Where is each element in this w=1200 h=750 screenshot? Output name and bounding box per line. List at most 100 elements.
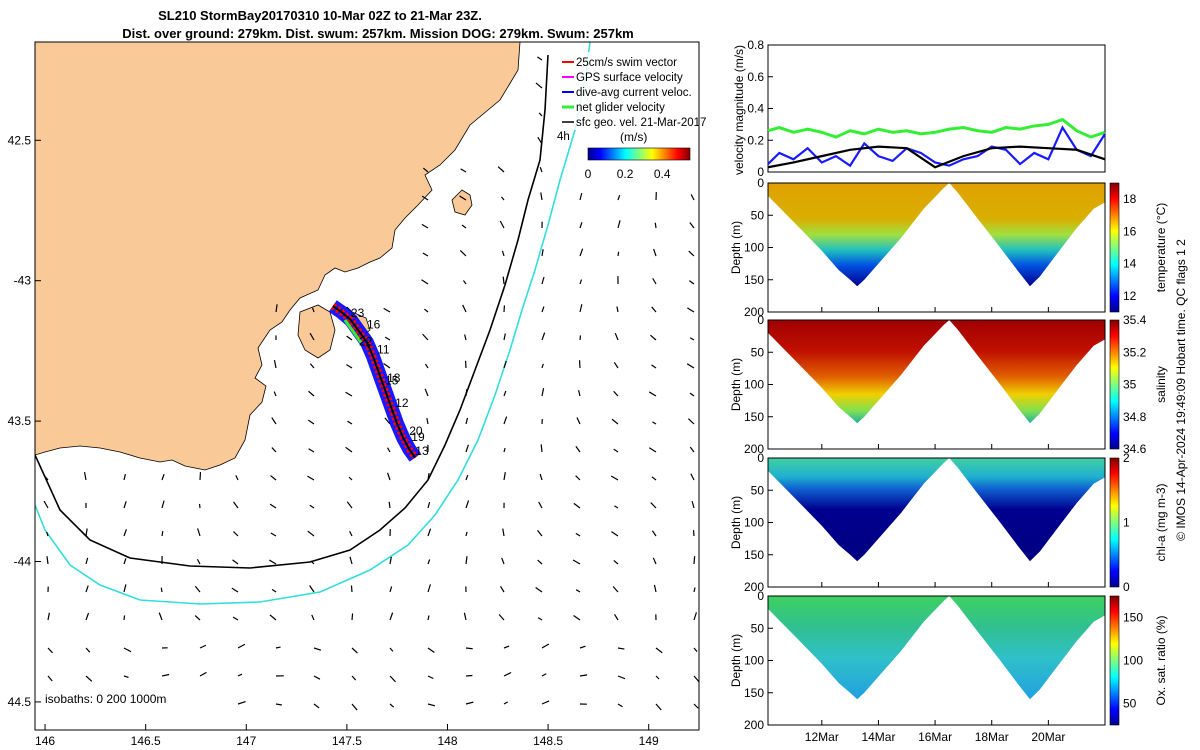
depth-tick-label: 100: [744, 378, 764, 392]
velocity-arrow: [237, 643, 246, 649]
date-tick-label: 14Mar: [861, 730, 895, 744]
velocity-arrow: [161, 531, 164, 537]
depth-ylabel: Depth (m): [729, 634, 743, 687]
colorbar-tick-label: 0.2: [617, 167, 634, 181]
velocity-arrow: [655, 703, 662, 711]
velocity-arrow: [540, 192, 543, 201]
track-day-label: 16: [367, 317, 381, 331]
velocity-arrow: [465, 417, 469, 425]
velocity-arrow: [575, 446, 581, 453]
legend-dive: dive-avg current veloc.: [576, 87, 692, 99]
velocity-arrow: [351, 647, 358, 654]
velocity-arrow: [351, 675, 357, 681]
track-day-label: 11: [377, 343, 390, 357]
velocity-arrow: [579, 304, 583, 313]
velocity-arrow: [43, 500, 49, 509]
velocity-arrow: [465, 647, 473, 650]
velocity-arrow: [535, 82, 543, 89]
velocity-arrow: [579, 279, 583, 285]
velocity-series: [767, 145, 1106, 169]
track-day-label: 20: [409, 424, 423, 438]
map-ytick-label: 43.5: [8, 414, 32, 428]
velocity-arrow: [648, 391, 657, 397]
velocity-arrow: [313, 647, 322, 651]
section-colorbar: [1109, 595, 1120, 726]
map-ytick-label: 42.5: [8, 133, 32, 147]
velocity-arrow: [158, 612, 163, 621]
velocity-arrow: [465, 531, 468, 537]
depth-tick-label: 0: [757, 589, 764, 603]
velocity-arrow: [123, 615, 126, 621]
depth-tick-label: 150: [744, 548, 764, 562]
date-tick-label: 18Mar: [975, 730, 1009, 744]
velocity-arrow: [503, 645, 510, 649]
velocity-arrow: [307, 530, 315, 537]
section-field: [768, 183, 1105, 287]
velocity-arrow: [275, 304, 278, 313]
velocity-arrow: [427, 528, 432, 537]
velocity-arrow: [541, 332, 546, 341]
velocity-arrow: [651, 530, 657, 537]
velocity-arrow: [465, 389, 468, 397]
section-colorbar: [1109, 457, 1120, 588]
velocity-arrow: [503, 360, 507, 369]
velocity-arrow: [388, 501, 391, 509]
velocity-arrow: [427, 501, 431, 509]
title-line-2: Dist. over ground: 279km. Dist. swum: 25…: [122, 26, 634, 41]
date-tick-label: 20Mar: [1031, 730, 1065, 744]
velocity-arrow: [613, 362, 619, 369]
velocity-arrow: [686, 363, 695, 369]
colorbar-tick-label: 35: [1123, 378, 1137, 392]
salinity-section: 35.4 35.2 35 34.8 34.6 salinity 0 50 100 150 200 De…: [729, 313, 1168, 456]
colorbar-tick-label: 150: [1123, 611, 1143, 625]
velocity-arrow: [47, 647, 53, 654]
velocity-arrow: [693, 703, 699, 709]
velocity-arrow: [383, 307, 391, 313]
colorbar-tick-label: 1: [1123, 516, 1130, 530]
velocity-arrow: [346, 501, 353, 509]
section-colorbar: [1109, 319, 1120, 450]
velocity-arrow: [540, 444, 543, 453]
velocity-arrow: [275, 646, 281, 649]
velocity-arrow: [541, 673, 547, 677]
velocity-arrow: [651, 476, 657, 481]
chla-section: 2 1 0 chl-a (mg m-3) 0 50 100 150 200 Depth (m): [729, 451, 1168, 594]
velocity-arrow: [461, 224, 467, 229]
velocity-arrow: [689, 392, 695, 397]
velocity-arrow: [541, 363, 544, 369]
velocity-arrow: [194, 615, 201, 621]
velocity-arrow: [309, 332, 315, 341]
velocity-arrow: [345, 391, 353, 397]
velocity-arrow: [465, 556, 468, 565]
velocity-arrow: [347, 420, 353, 425]
velocity-arrow: [46, 531, 49, 537]
velocity-arrow: [541, 388, 545, 397]
velocity-arrow: [617, 220, 621, 229]
velocity-arrow: [498, 614, 505, 621]
velocity-arrow: [614, 614, 619, 621]
section-field: [768, 458, 1105, 562]
map-legend: 25cm/s swim vector GPS surface velocity …: [557, 52, 706, 181]
velocity-arrow: [613, 560, 619, 565]
colorbar-tick-label: 16: [1123, 224, 1137, 238]
section-colorbar: [1109, 182, 1120, 313]
velocity-arrow: [194, 585, 201, 593]
velocity-arrow: [311, 307, 315, 313]
velocity-arrow: [123, 558, 127, 565]
colorbar-tick-label: 14: [1123, 257, 1137, 271]
velocity-arrow: [462, 304, 467, 313]
legend-sfc: sfc geo. vel. 21-Mar-2017: [576, 117, 706, 129]
velocity-arrow: [614, 505, 619, 509]
velocity-ytick-label: 0: [757, 165, 764, 179]
velocity-arrow: [426, 418, 429, 425]
velocity-arrow: [383, 363, 391, 369]
velocity-arrow: [85, 647, 91, 653]
velocity-arrow: [465, 500, 470, 509]
velocity-arrow: [655, 647, 663, 654]
velocity-arrow: [123, 529, 127, 537]
velocity-arrow: [427, 675, 434, 680]
depth-ylabel: Depth (m): [729, 221, 743, 274]
velocity-arrow: [575, 532, 581, 537]
velocity-arrow: [572, 559, 581, 565]
